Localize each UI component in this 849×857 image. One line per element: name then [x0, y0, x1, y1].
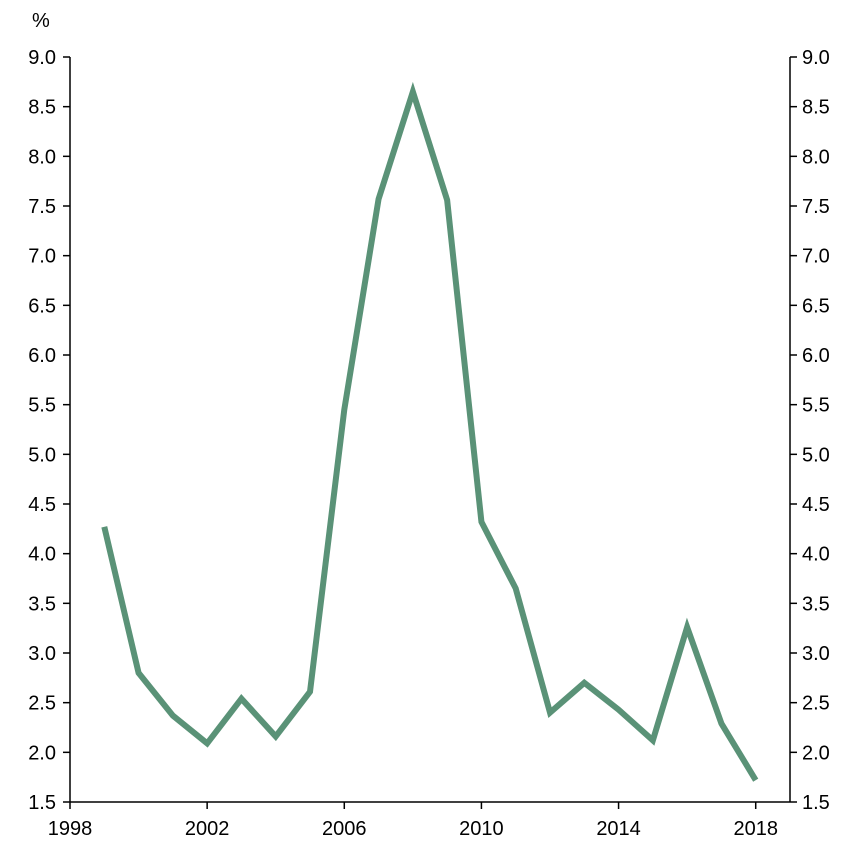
right-y-tick-label: 5.0 — [802, 444, 830, 466]
right-y-tick-label: 2.5 — [802, 693, 830, 715]
right-y-tick-label: 7.0 — [802, 246, 830, 268]
right-y-tick-label: 9.0 — [802, 47, 830, 69]
left-y-tick-label: 8.5 — [28, 97, 56, 119]
left-y-tick-label: 7.0 — [28, 246, 56, 268]
x-tick-label: 2002 — [185, 818, 230, 840]
right-y-tick-label: 6.0 — [802, 345, 830, 367]
right-y-tick-label: 7.5 — [802, 196, 830, 218]
y-axis-unit-label: % — [32, 10, 50, 32]
left-y-tick-label: 6.0 — [28, 345, 56, 367]
left-y-tick-label: 9.0 — [28, 47, 56, 69]
right-y-tick-label: 2.0 — [802, 742, 830, 764]
x-tick-label: 1998 — [48, 818, 93, 840]
series-line — [104, 92, 755, 780]
right-y-ticks: 1.5 2.0 2.5 3.0 3.5 4.0 4.5 5.0 5.5 6.0 6.5 7.0 7.5 8… — [790, 47, 830, 814]
left-y-tick-label: 5.5 — [28, 395, 56, 417]
left-y-tick-label: 7.5 — [28, 196, 56, 218]
left-y-tick-label: 2.0 — [28, 742, 56, 764]
x-tick-label: 2006 — [322, 818, 367, 840]
left-y-tick-label: 3.0 — [28, 643, 56, 665]
left-y-tick-label: 2.5 — [28, 693, 56, 715]
x-tick-label: 2010 — [459, 818, 504, 840]
right-y-tick-label: 4.0 — [802, 544, 830, 566]
x-tick-label: 2018 — [733, 818, 778, 840]
right-y-tick-label: 5.5 — [802, 395, 830, 417]
left-y-tick-label: 8.0 — [28, 146, 56, 168]
left-y-tick-label: 6.5 — [28, 295, 56, 317]
left-y-tick-label: 1.5 — [28, 792, 56, 814]
right-y-tick-label: 1.5 — [802, 792, 830, 814]
right-y-tick-label: 3.0 — [802, 643, 830, 665]
right-y-tick-label: 8.0 — [802, 146, 830, 168]
right-y-tick-label: 3.5 — [802, 593, 830, 615]
left-y-tick-label: 5.0 — [28, 444, 56, 466]
x-ticks: 1998 2002 2006 2010 2014 2018 — [48, 802, 778, 840]
left-y-tick-label: 4.0 — [28, 544, 56, 566]
x-tick-label: 2014 — [596, 818, 641, 840]
right-y-tick-label: 8.5 — [802, 97, 830, 119]
left-y-tick-label: 4.5 — [28, 494, 56, 516]
right-y-tick-label: 4.5 — [802, 494, 830, 516]
left-y-ticks: 1.5 2.0 2.5 3.0 3.5 4.0 4.5 5.0 5.5 6.0 6.5 7.0 7.5 8… — [28, 47, 70, 814]
right-y-tick-label: 6.5 — [802, 295, 830, 317]
left-y-tick-label: 3.5 — [28, 593, 56, 615]
series-layer — [104, 92, 756, 781]
